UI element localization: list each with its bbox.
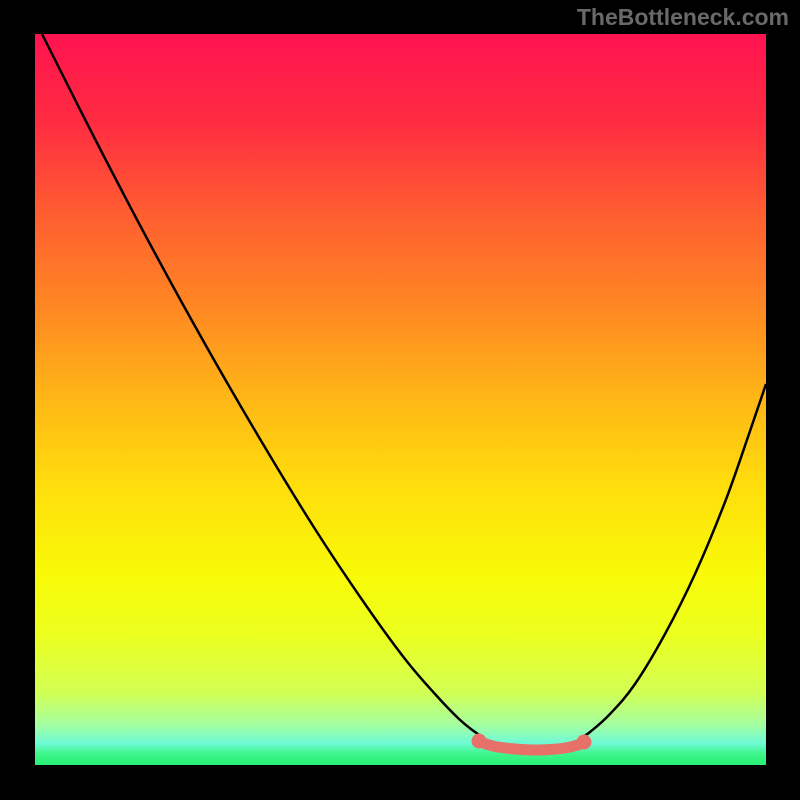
flat-minimum-segment — [479, 742, 584, 751]
watermark-text: TheBottleneck.com — [577, 4, 789, 31]
flat-end-dot-1 — [577, 735, 592, 750]
flat-end-dot-0 — [472, 734, 487, 749]
right-curve — [582, 384, 766, 737]
plot-area — [35, 34, 766, 765]
bottleneck-curve-svg — [35, 34, 766, 765]
left-curve — [42, 34, 483, 737]
chart-frame: TheBottleneck.com — [0, 0, 800, 800]
